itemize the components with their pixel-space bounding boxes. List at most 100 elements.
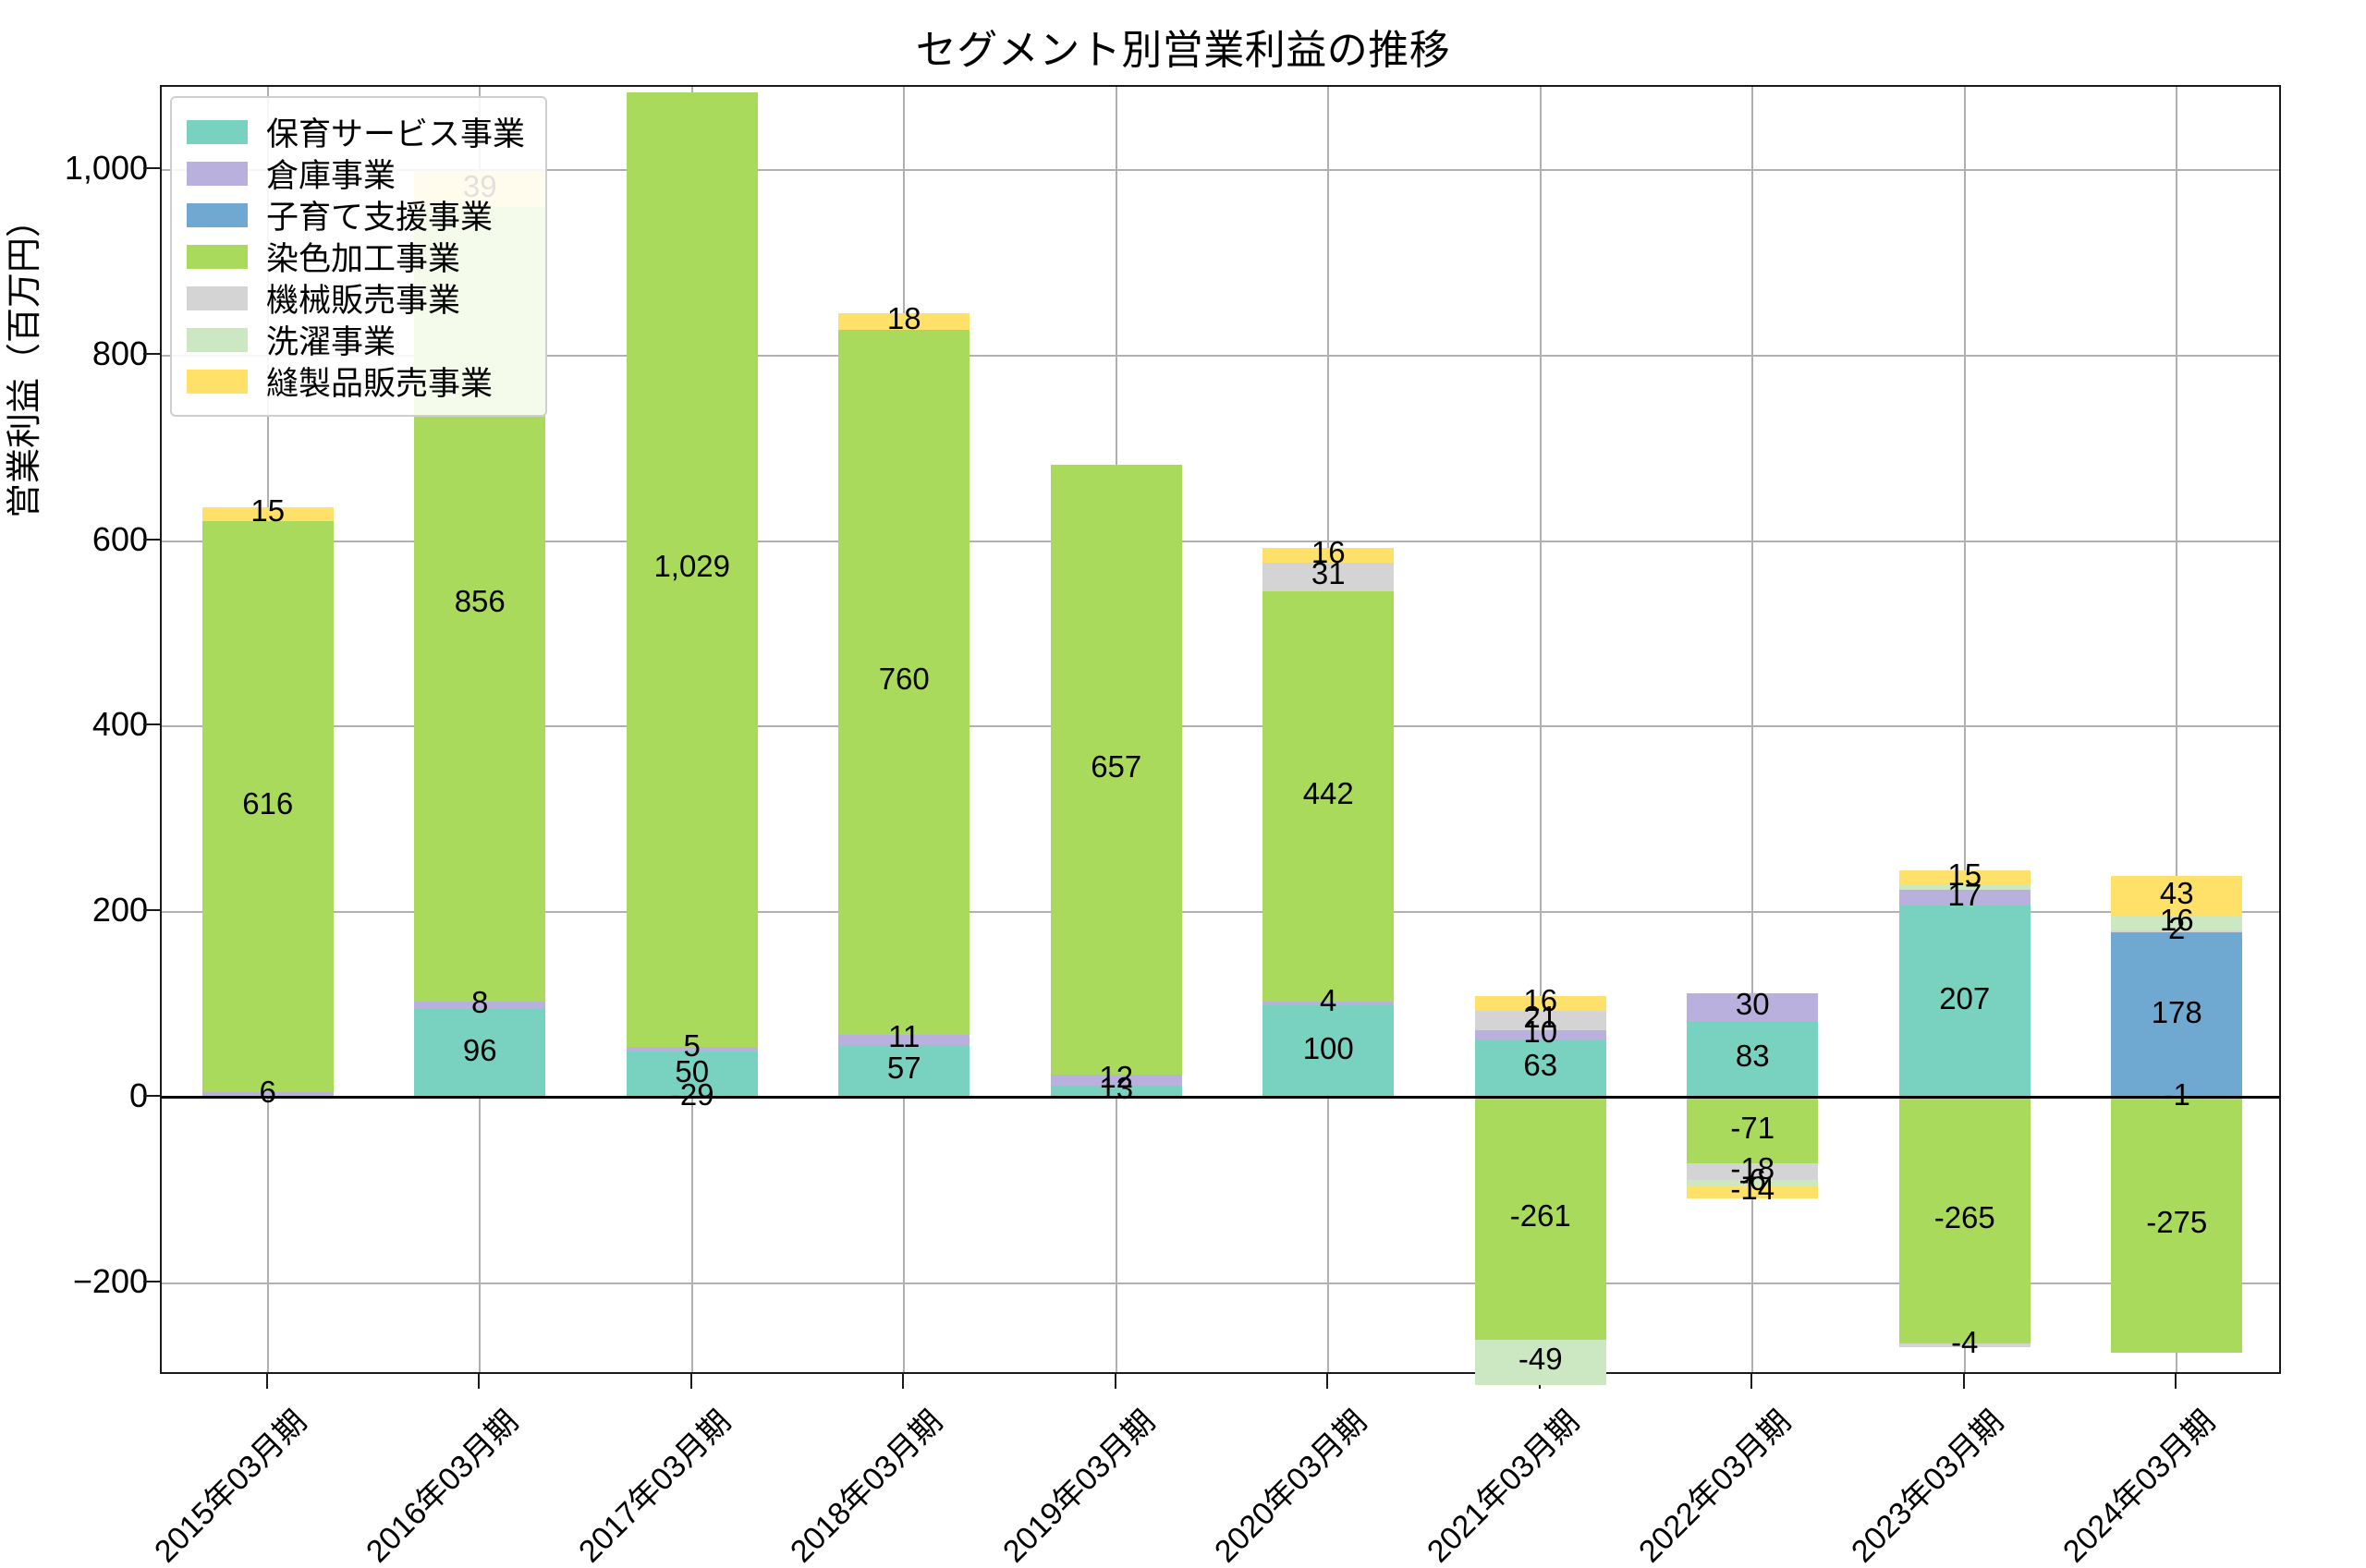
gridline-horizontal — [162, 1282, 2279, 1284]
y-axis-tick-mark — [143, 353, 160, 356]
chart-legend[interactable]: 保育サービス事業倉庫事業子育て支援事業 染色加工事業機械販売事業 洗濯事業縫製品販売… — [170, 96, 548, 417]
bar-segment[interactable] — [1050, 465, 1182, 1075]
legend-swatch-icon — [187, 161, 248, 186]
x-axis-tick-label: 2024年03月期 — [2056, 1404, 2223, 1568]
bar-segment[interactable] — [201, 520, 334, 1092]
bar-segment[interactable] — [838, 1034, 970, 1045]
legend-label: 倉庫事業 — [266, 158, 396, 194]
legend-swatch-icon — [187, 202, 248, 227]
bar-segment[interactable] — [626, 1046, 758, 1051]
bar-segment[interactable] — [1898, 870, 2031, 885]
x-axis-tick-label: 2015年03月期 — [147, 1404, 313, 1568]
legend-label: 洗濯事業 — [266, 324, 396, 360]
bar-segment[interactable] — [1687, 1020, 1819, 1098]
bar-segment[interactable] — [414, 1008, 546, 1098]
legend-item-0[interactable]: 保育サービス事業 — [187, 111, 525, 152]
bar-segment[interactable] — [838, 312, 970, 330]
y-axis-tick-label: 400 — [91, 705, 148, 744]
bar-group[interactable]: 30 83 -71 -18 -6 -14 — [1687, 87, 1819, 1372]
bar-group[interactable]: 16 21 10 63 -261 -49 — [1474, 87, 1606, 1386]
bar-segment[interactable] — [201, 506, 334, 521]
bar-segment[interactable] — [201, 1091, 334, 1098]
bar-segment[interactable] — [1474, 995, 1606, 1011]
legend-swatch-icon — [187, 286, 248, 310]
bar-group[interactable]: 657 12 13 — [1050, 87, 1182, 1372]
x-axis-tick-mark — [1114, 1374, 1116, 1389]
x-axis-tick-label: 2021年03月期 — [1420, 1404, 1586, 1568]
zero-baseline — [162, 1096, 2279, 1100]
bar-segment[interactable] — [1262, 562, 1395, 591]
bar-group[interactable]: 15 616 6 — [201, 87, 334, 1372]
bar-segment[interactable] — [1262, 547, 1395, 563]
bar-segment[interactable] — [1474, 1097, 1606, 1340]
bar-segment[interactable] — [1474, 1029, 1606, 1039]
x-axis-tick-label: 2019年03月期 — [995, 1404, 1162, 1568]
x-axis-tick-label: 2017年03月期 — [571, 1404, 738, 1568]
x-axis-tick-mark — [265, 1374, 268, 1389]
bar-segment[interactable] — [626, 1051, 758, 1098]
gridline-vertical — [1751, 87, 1754, 1372]
bar-segment[interactable] — [1898, 906, 2031, 1098]
legend-label: 縫製品販売事業 — [266, 366, 494, 402]
y-axis-tick-label: 200 — [91, 891, 148, 930]
y-axis-tick-mark — [143, 909, 160, 912]
bar-segment[interactable] — [1898, 1343, 2031, 1347]
legend-item-3[interactable]: 染色加工事業 — [187, 236, 525, 277]
gridline-horizontal — [162, 169, 2279, 172]
bar-group[interactable]: 15 17 207 -265 -4 — [1898, 87, 2031, 1372]
bar-segment[interactable] — [1687, 992, 1819, 1021]
gridline-horizontal — [162, 911, 2279, 914]
y-axis-tick-mark — [143, 167, 160, 170]
x-axis-tick-label: 2016年03月期 — [360, 1404, 526, 1568]
y-axis-tick-mark — [143, 723, 160, 726]
x-axis-tick-mark — [689, 1374, 692, 1389]
bar-group[interactable]: 18 760 11 57 — [838, 87, 970, 1372]
bar-segment[interactable] — [1687, 1180, 1819, 1186]
legend-swatch-icon — [187, 244, 248, 269]
bar-group[interactable]: 16 31 442 4 100 — [1262, 87, 1395, 1372]
bar-segment[interactable] — [2111, 1097, 2243, 1353]
bar-segment[interactable] — [1474, 1339, 1606, 1386]
bar-segment[interactable] — [1050, 1074, 1182, 1086]
bar-segment[interactable] — [1687, 1185, 1819, 1199]
bar-segment[interactable] — [838, 329, 970, 1035]
bar-segment[interactable] — [1262, 590, 1395, 1002]
bar-segment[interactable] — [1898, 1097, 2031, 1343]
legend-item-2[interactable]: 子育て支援事業 — [187, 194, 525, 236]
bar-segment[interactable] — [1687, 1163, 1819, 1181]
bar-segment[interactable] — [1898, 884, 2031, 891]
bar-segment[interactable] — [2111, 916, 2243, 931]
legend-label: 子育て支援事業 — [266, 200, 494, 236]
bar-segment[interactable] — [1898, 890, 2031, 906]
bar-segment[interactable] — [1474, 1010, 1606, 1030]
bar-segment[interactable] — [1262, 1004, 1395, 1098]
x-axis-tick-label: 2022年03月期 — [1632, 1404, 1799, 1568]
bar-segment[interactable] — [1687, 1097, 1819, 1164]
legend-item-6[interactable]: 縫製品販売事業 — [187, 360, 525, 402]
legend-item-5[interactable]: 洗濯事業 — [187, 319, 525, 360]
legend-label: 機械販売事業 — [266, 283, 461, 319]
y-axis-tick-label: 600 — [91, 519, 148, 558]
y-axis-tick-mark — [143, 1280, 160, 1282]
y-axis-tick-mark — [143, 538, 160, 541]
y-axis-tick-label: 800 — [91, 334, 148, 373]
gridline-vertical — [2176, 87, 2178, 1372]
bar-segment[interactable] — [1474, 1039, 1606, 1098]
bar-segment[interactable] — [1050, 1085, 1182, 1098]
bar-group[interactable]: 43 16 2 178 -275 -1 — [2111, 87, 2243, 1372]
gridline-horizontal — [162, 540, 2279, 542]
x-axis-tick-label: 2020年03月期 — [1208, 1404, 1374, 1568]
bar-segment[interactable] — [2111, 930, 2243, 933]
bar-segment[interactable] — [414, 1001, 546, 1009]
legend-item-1[interactable]: 倉庫事業 — [187, 152, 525, 194]
bar-group[interactable]: 1,029 5 50 -29 — [626, 87, 758, 1372]
y-axis-tick-label: −200 — [72, 1261, 148, 1300]
chart-title: セグメント別営業利益の推移 — [915, 28, 1451, 73]
bar-segment[interactable] — [1262, 1001, 1395, 1005]
x-axis-tick-mark — [1962, 1374, 1965, 1389]
bar-segment[interactable] — [2111, 876, 2243, 917]
bar-segment[interactable] — [838, 1044, 970, 1098]
bar-segment[interactable] — [2111, 932, 2243, 1098]
bar-segment[interactable] — [626, 92, 758, 1047]
legend-item-4[interactable]: 機械販売事業 — [187, 277, 525, 319]
